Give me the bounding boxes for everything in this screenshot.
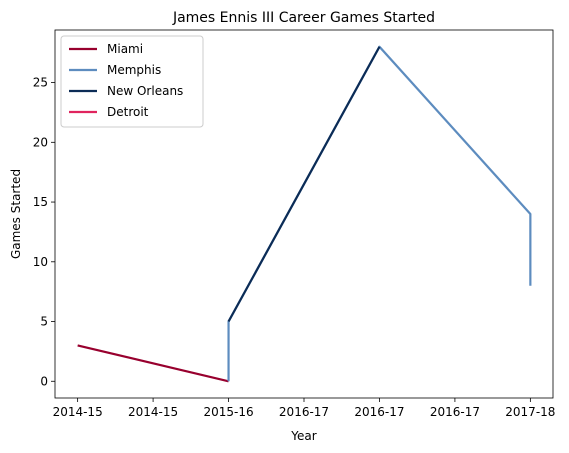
legend-label: Miami [107,42,143,56]
y-axis-label: Games Started [9,169,23,259]
legend-label: New Orleans [107,84,183,98]
y-tick-label: 25 [33,76,48,90]
legend-label: Memphis [107,63,161,77]
legend-label: Detroit [107,105,149,119]
y-tick-label: 10 [33,255,48,269]
x-tick-label: 2016-17 [430,405,480,419]
y-tick-label: 5 [40,315,48,329]
legend: Miami Memphis New Orleans Detroit [61,36,203,127]
x-tick-label: 2014-15 [53,405,103,419]
x-tick-label: 2014-15 [128,405,178,419]
x-axis-label: Year [290,429,316,443]
x-tick-label: 2015-16 [203,405,253,419]
x-tick-label: 2016-17 [354,405,404,419]
y-tick-label: 20 [33,135,48,149]
y-tick-label: 0 [40,374,48,388]
x-tick-label: 2017-18 [505,405,555,419]
chart-title: James Ennis III Career Games Started [172,10,435,26]
x-tick-label: 2016-17 [279,405,329,419]
y-tick-label: 15 [33,195,48,209]
